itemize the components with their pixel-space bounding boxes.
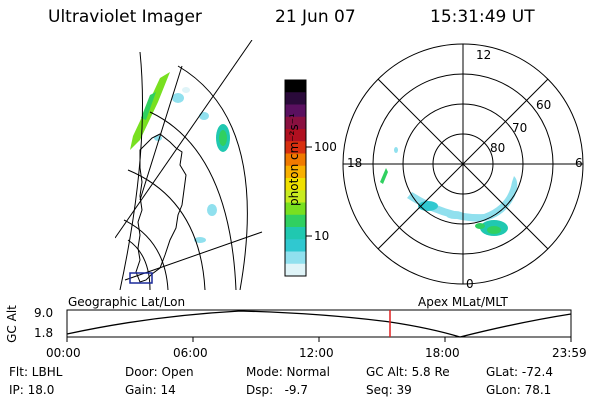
colorbar-segment bbox=[285, 104, 306, 118]
altitude-curve bbox=[66, 310, 572, 338]
polar-mlt-label-18: 18 bbox=[347, 156, 363, 170]
altitude-x-ticks bbox=[66, 337, 572, 342]
altitude-xtick-2359: 23:59 bbox=[552, 346, 587, 360]
polar-mlt-label-12: 12 bbox=[476, 48, 492, 62]
colorbar-segment bbox=[285, 129, 306, 142]
colorbar-segment bbox=[285, 80, 306, 93]
altitude-xtick-0000: 00:00 bbox=[46, 346, 81, 360]
altitude-xtick-0600: 06:00 bbox=[173, 346, 208, 360]
status-glon: GLon: 78.1 bbox=[486, 383, 552, 397]
colorbar-segment bbox=[285, 153, 306, 167]
colorbar-segment bbox=[285, 116, 306, 130]
geo-grid-lines bbox=[115, 40, 263, 290]
colorbar bbox=[284, 79, 312, 277]
colorbar-label-10: 10 bbox=[314, 229, 330, 243]
colorbar-unit-label: photon cm⁻²s⁻¹ bbox=[287, 113, 301, 206]
status-door: Door: Open bbox=[125, 365, 194, 379]
geo-aurora-emission bbox=[130, 72, 230, 243]
polar-mlt-label-0: 0 bbox=[466, 277, 474, 291]
colorbar-segment bbox=[285, 190, 306, 203]
polar-lat-label-60: 60 bbox=[536, 98, 552, 112]
altitude-xtick-1800: 18:00 bbox=[425, 346, 460, 360]
colorbar-segment bbox=[285, 92, 306, 105]
colorbar-segment bbox=[285, 214, 306, 228]
altitude-ytick-1-8: 1.8 bbox=[34, 326, 54, 340]
colorbar-segment bbox=[285, 141, 306, 154]
colorbar-segment bbox=[285, 202, 306, 216]
status-dsp: Dsp: -9.7 bbox=[246, 383, 309, 397]
date-label: 21 Jun 07 bbox=[275, 7, 356, 27]
geo-coastline bbox=[135, 133, 187, 283]
altitude-xtick-1200: 12:00 bbox=[299, 346, 334, 360]
polar-plot bbox=[342, 43, 584, 285]
altitude-chart bbox=[66, 309, 572, 342]
status-gc-alt: GC Alt: 5.8 Re bbox=[366, 365, 450, 379]
colorbar-border bbox=[284, 79, 307, 277]
polar-lat-label-70: 70 bbox=[512, 121, 528, 135]
colorbar-segment bbox=[285, 165, 306, 179]
altitude-ytick-9: 9.0 bbox=[34, 306, 54, 320]
geographic-map bbox=[115, 40, 263, 290]
colorbar-segment bbox=[285, 251, 306, 265]
status-filter: Flt: LBHL bbox=[9, 365, 63, 379]
time-label: 15:31:49 UT bbox=[430, 7, 535, 27]
status-gain: Gain: 14 bbox=[125, 383, 176, 397]
polar-lat-label-80: 80 bbox=[490, 141, 506, 155]
colorbar-segment bbox=[285, 227, 306, 240]
status-glat: GLat: -72.4 bbox=[486, 365, 553, 379]
colorbar-segment bbox=[285, 263, 306, 277]
apex-label: Apex MLat/MLT bbox=[418, 295, 508, 309]
altitude-ylabel: GC Alt bbox=[5, 305, 19, 343]
status-mode: Mode: Normal bbox=[246, 365, 330, 379]
polar-mlt-label-6: 6 bbox=[575, 156, 583, 170]
polar-grid bbox=[342, 43, 584, 285]
colorbar-segment bbox=[285, 178, 306, 191]
app-title: Ultraviolet Imager bbox=[48, 7, 202, 27]
colorbar-segment bbox=[285, 239, 306, 252]
geo-location-marker bbox=[129, 272, 153, 284]
status-seq: Seq: 39 bbox=[366, 383, 412, 397]
colorbar-label-100: 100 bbox=[314, 140, 337, 154]
geographic-label: Geographic Lat/Lon bbox=[68, 295, 186, 309]
status-ip: IP: 18.0 bbox=[9, 383, 55, 397]
